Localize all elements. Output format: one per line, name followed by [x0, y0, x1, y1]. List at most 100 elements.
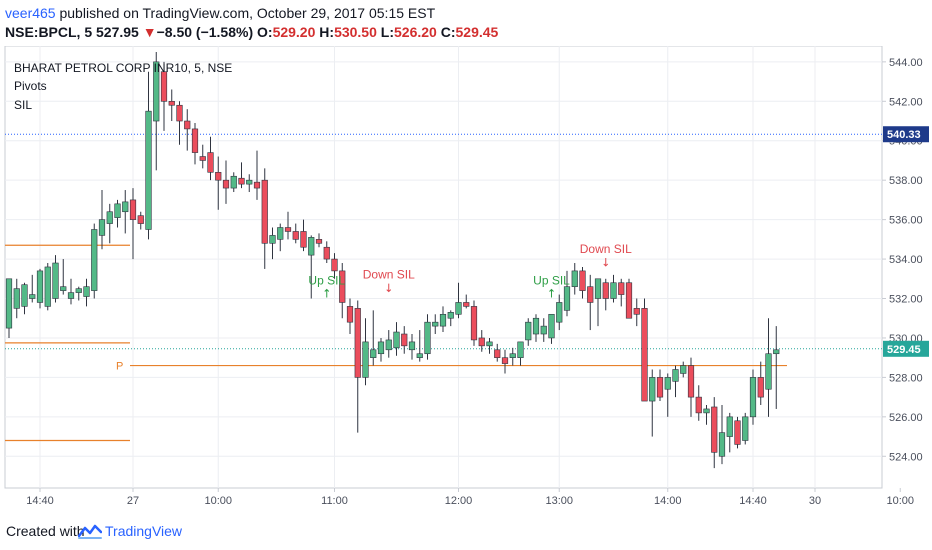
candle-up[interactable] [532, 314, 540, 342]
candle-up[interactable] [447, 310, 454, 327]
candle-up[interactable] [13, 278, 20, 319]
candle-up[interactable] [246, 174, 253, 193]
candle-up[interactable] [60, 259, 67, 295]
candle-up[interactable] [308, 235, 315, 299]
candle-down[interactable] [602, 278, 609, 311]
candle-down[interactable] [478, 330, 485, 352]
candle-up[interactable] [742, 412, 749, 445]
candle-up[interactable] [52, 255, 59, 303]
candle-down[interactable] [191, 122, 199, 165]
candle-down[interactable] [199, 144, 206, 169]
candle-down[interactable] [292, 223, 299, 244]
candle-down[interactable] [346, 298, 354, 335]
price-axis[interactable]: 544.00542.00540.00538.00536.00534.00532.… [882, 57, 929, 463]
candle-up[interactable] [29, 274, 36, 303]
candle-up[interactable] [439, 306, 447, 333]
candle-down[interactable] [579, 266, 586, 299]
candle-down[interactable] [137, 211, 144, 230]
time-axis[interactable]: 14:40 27 10:00 11:00 12:00 13:00 14:00 14:40 30 1… [26, 488, 914, 507]
candle-down[interactable] [129, 188, 137, 260]
candle-up[interactable] [393, 322, 400, 356]
legend-pivots[interactable]: Pivots [14, 79, 47, 93]
candle-up[interactable] [610, 274, 617, 303]
candle-up[interactable] [385, 330, 392, 358]
tradingview-logo-icon[interactable] [78, 522, 102, 540]
candle-down[interactable] [284, 211, 292, 240]
candle-down[interactable] [618, 278, 625, 307]
candle-down[interactable] [339, 263, 346, 319]
candle-down[interactable] [160, 61, 168, 131]
candle-down[interactable] [757, 361, 764, 406]
candle-up[interactable] [726, 412, 733, 453]
candle-up[interactable] [432, 314, 439, 335]
candle-up[interactable] [44, 263, 51, 311]
candle-up[interactable] [749, 369, 757, 425]
candle-down[interactable] [711, 397, 718, 469]
candle-down[interactable] [633, 298, 640, 327]
candle-up[interactable] [277, 223, 284, 252]
candle-down[interactable] [641, 298, 648, 402]
candle-up[interactable] [424, 314, 431, 360]
candle-up[interactable] [67, 278, 75, 305]
candle-up[interactable] [5, 278, 13, 338]
candle-up[interactable] [563, 270, 571, 317]
candle-up[interactable] [486, 337, 493, 354]
candle-down[interactable] [354, 300, 361, 433]
candle-up[interactable] [153, 52, 160, 171]
candle-up[interactable] [145, 71, 152, 240]
candle-down[interactable] [184, 109, 191, 151]
candle-down[interactable] [587, 274, 594, 331]
candle-down[interactable] [253, 150, 261, 200]
candle-down[interactable] [222, 160, 230, 204]
candle-down[interactable] [695, 385, 702, 421]
candle-up[interactable] [680, 361, 687, 378]
candle-down[interactable] [734, 416, 741, 449]
candle-down[interactable] [238, 162, 245, 189]
candle-down[interactable] [300, 219, 307, 252]
candle-up[interactable] [408, 334, 416, 360]
candle-down[interactable] [323, 241, 330, 264]
candle-up[interactable] [75, 286, 82, 301]
candle-up[interactable] [377, 337, 385, 362]
candle-up[interactable] [571, 263, 578, 295]
candle-down[interactable] [168, 89, 175, 122]
candle-down[interactable] [687, 357, 695, 417]
candle-up[interactable] [83, 278, 90, 307]
candle-down[interactable] [215, 156, 222, 210]
author-link[interactable]: veer465 [5, 5, 56, 21]
candle-down[interactable] [625, 278, 633, 319]
candle-up[interactable] [98, 190, 106, 250]
candle-up[interactable] [594, 278, 602, 327]
candle-up[interactable] [509, 347, 516, 366]
price-chart[interactable]: P Up SIL Down SIL Up SIL Down SIL 544.00 542… [0, 46, 932, 514]
candle-up[interactable] [91, 223, 98, 299]
candle-up[interactable] [416, 330, 423, 362]
candle-up[interactable] [269, 227, 276, 260]
candle-up[interactable] [525, 318, 532, 346]
candle-up[interactable] [649, 369, 656, 437]
candle-down[interactable] [176, 101, 183, 145]
candle-up[interactable] [21, 282, 28, 315]
candle-up[interactable] [36, 268, 44, 309]
candle-up[interactable] [703, 405, 710, 425]
candle-up[interactable] [362, 318, 369, 386]
candle-up[interactable] [230, 172, 237, 193]
candle-up[interactable] [672, 365, 679, 398]
candle-up[interactable] [455, 282, 462, 319]
legend-sil[interactable]: SIL [14, 98, 32, 112]
tradingview-brand[interactable]: TradingView [105, 523, 183, 539]
candle-down[interactable] [261, 168, 268, 269]
candle-down[interactable] [470, 300, 478, 346]
candle-up[interactable] [106, 203, 113, 244]
candle-up[interactable] [540, 318, 547, 342]
candle-up[interactable] [664, 373, 671, 417]
candle-down[interactable] [401, 326, 408, 354]
candle-up[interactable] [517, 341, 524, 366]
candle-down[interactable] [315, 233, 323, 248]
candle-down[interactable] [463, 294, 470, 309]
candle-up[interactable] [773, 326, 780, 409]
candle-up[interactable] [370, 310, 377, 366]
candle-up[interactable] [114, 199, 121, 228]
candle-down[interactable] [207, 136, 214, 181]
candle-up[interactable] [556, 294, 563, 331]
